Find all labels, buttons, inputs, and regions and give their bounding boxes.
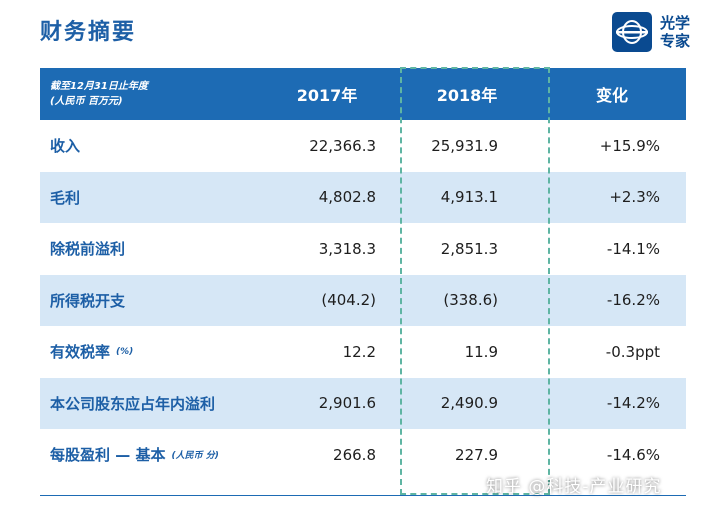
table-bottom-divider <box>40 495 686 496</box>
value-2018: 25,931.9 <box>431 136 498 155</box>
row-label-cell: 除税前溢利 <box>40 223 258 275</box>
value-change: -0.3ppt <box>605 342 660 361</box>
row-label: 本公司股东应占年内溢利 <box>50 394 216 413</box>
value-2018: 2,490.9 <box>440 394 498 413</box>
table-row: 有效税率 (%) 12.2 11.9 -0.3ppt <box>40 326 686 378</box>
value-change: -14.6% <box>606 445 660 464</box>
value-2017: 4,802.8 <box>318 188 376 207</box>
row-label: 所得税开支 <box>50 291 126 310</box>
row-label: 有效税率 <box>50 343 111 362</box>
row-label: 毛利 <box>50 188 81 207</box>
value-change: +15.9% <box>599 136 660 155</box>
row-label-cell: 每股盈利 — 基本 (人民币 分) <box>40 429 258 481</box>
table-row: 毛利 4,802.8 4,913.1 +2.3% <box>40 171 686 224</box>
value-2017: 22,366.3 <box>309 136 376 155</box>
value-2018: 4,913.1 <box>440 188 498 207</box>
value-2018: 2,851.3 <box>440 239 498 258</box>
logo-text-line1: 光学 <box>660 14 691 32</box>
header-label-line1: 截至12月31日止年度 <box>50 81 148 92</box>
table-row: 除税前溢利 3,318.3 2,851.3 -14.1% <box>40 223 686 275</box>
watermark: 知乎 @科技-产业研究 <box>486 477 662 497</box>
table-row: 每股盈利 — 基本 (人民币 分) 266.8 227.9 -14.6% <box>40 429 686 481</box>
row-label-cell: 有效税率 (%) <box>40 326 258 378</box>
row-label: 每股盈利 — 基本 <box>50 446 166 465</box>
header-2018: 2018年 <box>436 86 498 105</box>
header-2017: 2017年 <box>296 86 358 105</box>
value-change: -14.2% <box>606 394 660 413</box>
value-2017: (404.2) <box>321 291 376 310</box>
value-2018: 227.9 <box>455 445 498 464</box>
header-label-cell: 截至12月31日止年度 (人民币 百万元) <box>40 68 258 120</box>
value-2018: (338.6) <box>443 291 498 310</box>
value-change: +2.3% <box>609 188 660 207</box>
table-row: 本公司股东应占年内溢利 2,901.6 2,490.9 -14.2% <box>40 377 686 430</box>
value-2017: 12.2 <box>342 342 376 361</box>
row-label: 收入 <box>50 137 81 156</box>
value-2017: 3,318.3 <box>318 239 376 258</box>
row-label-cell: 本公司股东应占年内溢利 <box>40 378 258 430</box>
table-row: 收入 22,366.3 25,931.9 +15.9% <box>40 120 686 172</box>
row-label-cell: 毛利 <box>40 172 258 224</box>
table-header-row: 截至12月31日止年度 (人民币 百万元) 2017年 2018年 变化 <box>40 68 686 120</box>
value-2017: 266.8 <box>333 445 376 464</box>
header-label-line2: (人民币 百万元) <box>50 96 123 107</box>
header-change: 变化 <box>595 86 628 105</box>
row-label-unit: (人民币 分) <box>171 451 219 462</box>
value-2017: 2,901.6 <box>318 394 376 413</box>
row-label-unit: (%) <box>116 346 134 357</box>
value-2018: 11.9 <box>464 342 498 361</box>
value-change: -16.2% <box>606 291 660 310</box>
row-label-cell: 收入 <box>40 120 258 172</box>
table-row: 所得税开支 (404.2) (338.6) -16.2% <box>40 274 686 327</box>
logo-mark-icon <box>612 12 652 52</box>
value-change: -14.1% <box>606 239 660 258</box>
financial-summary-table: 截至12月31日止年度 (人民币 百万元) 2017年 2018年 变化 收入 2… <box>40 68 686 481</box>
company-logo: 光学 专家 <box>612 10 712 54</box>
row-label: 除税前溢利 <box>50 240 126 259</box>
page-title: 财务摘要 <box>40 20 137 45</box>
row-label-cell: 所得税开支 <box>40 275 258 327</box>
logo-text-line2: 专家 <box>660 32 691 50</box>
